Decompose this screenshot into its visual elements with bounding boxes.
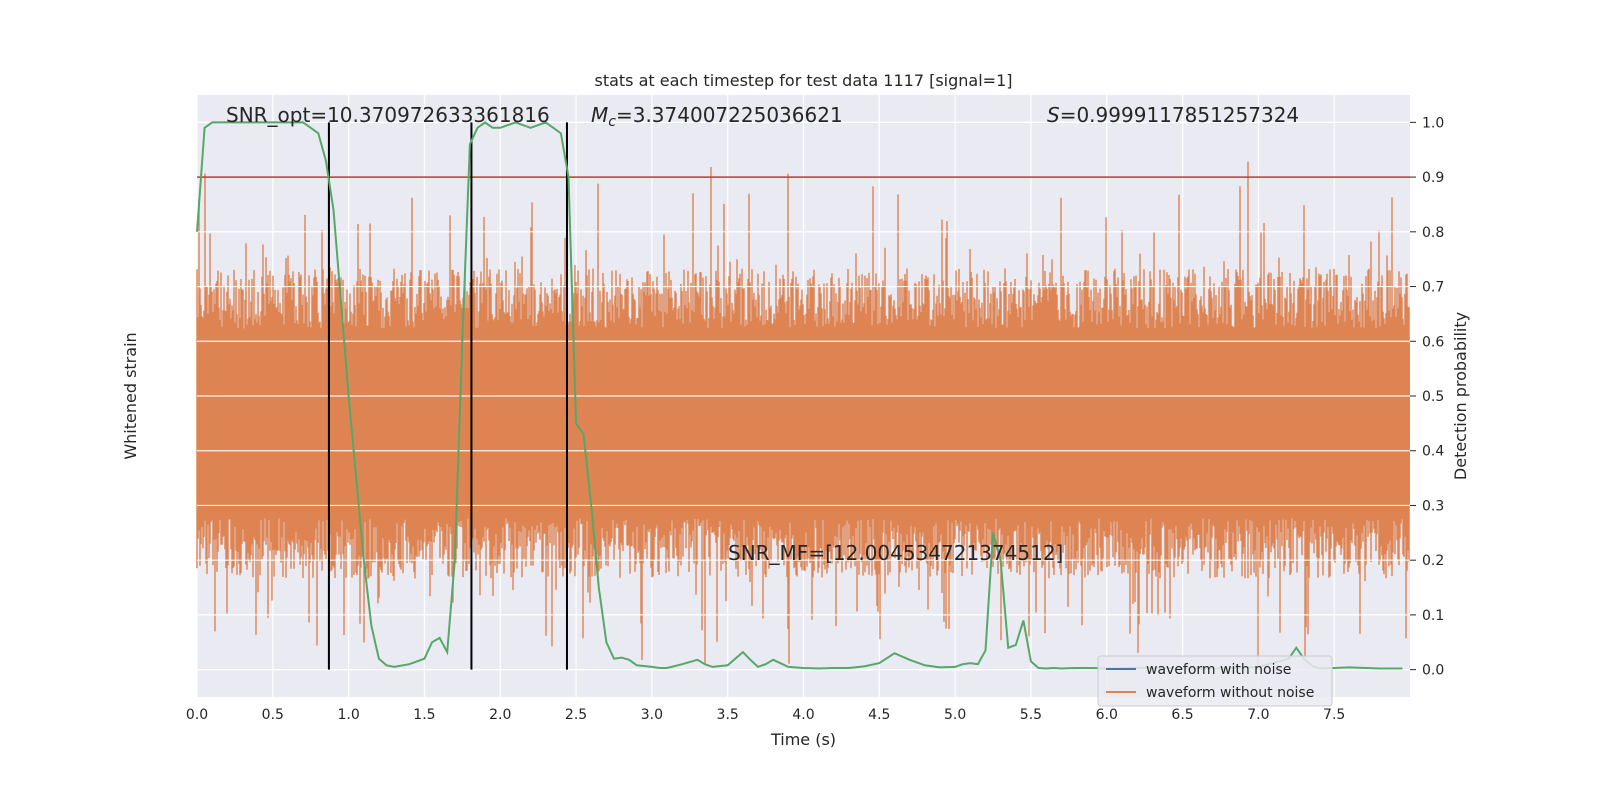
s-symbol: S [1047, 103, 1060, 127]
y-tick-label: 0.6 [1422, 334, 1444, 350]
y-tick-label: 0.0 [1422, 663, 1444, 679]
y-tick-label: 0.4 [1422, 444, 1444, 460]
x-tick-label: 5.0 [944, 707, 966, 723]
legend-label-noise: waveform with noise [1146, 662, 1291, 678]
y-left-axis-label: Whitened strain [121, 332, 140, 459]
x-axis-label: Time (s) [770, 730, 836, 749]
x-tick-label: 3.0 [641, 707, 663, 723]
mc-symbol: M [591, 103, 608, 127]
strain-core [197, 343, 1410, 504]
annotation-mc: Mc=3.374007225036621 [591, 103, 843, 130]
mc-sub: c [608, 114, 616, 130]
x-tick-label: 1.0 [337, 707, 359, 723]
x-tick-label: 1.5 [413, 707, 435, 723]
chart-title: stats at each timestep for test data 111… [594, 71, 1012, 90]
y-tick-label: 0.9 [1422, 170, 1444, 186]
x-tick-label: 6.5 [1171, 707, 1193, 723]
x-tick-label: 4.0 [792, 707, 814, 723]
y-tick-label: 0.7 [1422, 280, 1444, 296]
vertical-markers [327, 122, 568, 670]
annotation-s: S=0.9999117851257324 [1047, 103, 1299, 127]
x-tick-label: 2.5 [565, 707, 587, 723]
s-value: =0.9999117851257324 [1060, 103, 1299, 127]
strain-area [196, 121, 1410, 671]
x-tick-label: 4.5 [868, 707, 890, 723]
legend-box [1097, 655, 1333, 707]
x-axis-ticks: 0.0 0.5 1.0 1.5 2.0 2.5 3.0 3.5 4.0 4.5 5.0 5.5 6.0 6… [186, 707, 1345, 723]
x-tick-label: 6.0 [1096, 707, 1118, 723]
y-tick-label: 0.3 [1422, 498, 1444, 514]
y-tick-label: 0.1 [1422, 608, 1444, 624]
legend-label-no-noise: waveform without noise [1146, 685, 1314, 701]
y-tick-label: 0.2 [1422, 553, 1444, 569]
y-tick-label: 1.0 [1422, 115, 1444, 131]
y-right-axis-ticks: 0.0 0.1 0.2 0.3 0.4 0.5 0.6 0.7 0.8 0.9 1.0 [1410, 115, 1444, 679]
x-tick-label: 2.0 [489, 707, 511, 723]
legend: waveform with noise waveform without noi… [1097, 655, 1333, 707]
annotation-snr-opt: SNR_opt=10.370972633361816 [226, 103, 550, 127]
y-tick-label: 0.8 [1422, 225, 1444, 241]
annotation-snr-mf: SNR_MF=[12.004534721374512] [728, 541, 1063, 565]
y-tick-label: 0.5 [1422, 389, 1444, 405]
y-right-axis-label: Detection probability [1451, 312, 1470, 480]
x-tick-label: 3.5 [717, 707, 739, 723]
x-tick-label: 0.5 [262, 707, 284, 723]
x-tick-label: 0.0 [186, 707, 208, 723]
x-tick-label: 5.5 [1020, 707, 1042, 723]
mc-value: =3.374007225036621 [616, 103, 843, 127]
x-tick-label: 7.0 [1247, 707, 1269, 723]
x-tick-label: 7.5 [1323, 707, 1345, 723]
probability-line [196, 121, 1403, 670]
